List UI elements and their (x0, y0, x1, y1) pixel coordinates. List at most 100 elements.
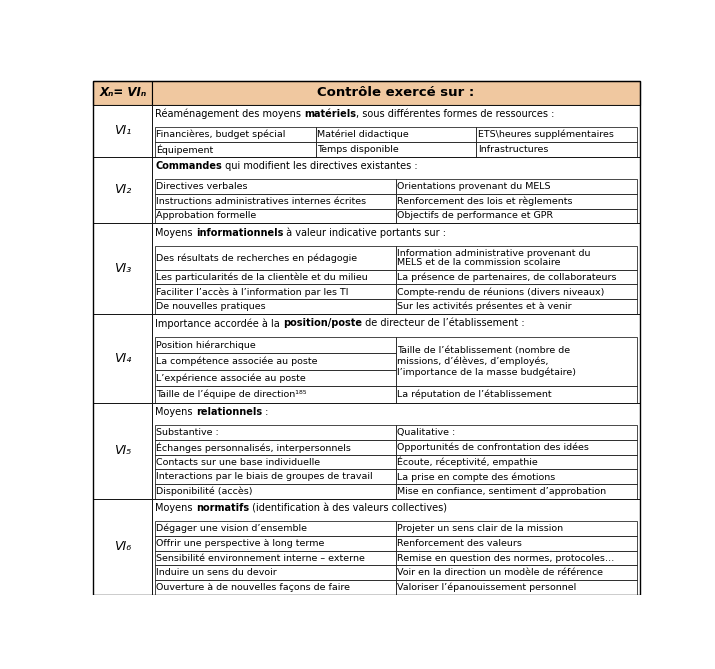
Bar (154, 353, 396, 370)
Text: Approbation formelle: Approbation formelle (157, 211, 257, 221)
Text: Sensibilité environnement interne – externe: Sensibilité environnement interne – exte… (157, 553, 365, 563)
Text: Commandes: Commandes (155, 161, 222, 171)
Text: à valeur indicative portants sur :: à valeur indicative portants sur : (283, 227, 446, 238)
Text: Information administrative provenant du: Information administrative provenant du (398, 249, 591, 258)
Text: Induire un sens du devoir: Induire un sens du devoir (157, 568, 277, 577)
Text: normatifs: normatifs (196, 503, 249, 513)
Text: Infrastructures: Infrastructures (478, 145, 548, 154)
Bar (154, 440, 396, 455)
Bar (396, 440, 637, 455)
Bar (152, 498, 640, 595)
Bar (396, 299, 637, 314)
Bar (396, 536, 637, 551)
Bar (154, 470, 396, 484)
Bar (396, 284, 637, 299)
Text: Matériel didactique: Matériel didactique (317, 130, 409, 139)
Bar (396, 470, 637, 484)
Bar (154, 370, 396, 386)
Bar (93, 498, 152, 595)
Text: relationnels: relationnels (196, 407, 262, 417)
Text: Taille de l’établissement (nombre de
missions, d’élèves, d’employés,
l’importanc: Taille de l’établissement (nombre de mis… (398, 346, 576, 377)
Bar (154, 580, 396, 595)
Text: MELS et de la commission scolaire: MELS et de la commission scolaire (398, 258, 561, 268)
Text: Ouverture à de nouvelles façons de faire: Ouverture à de nouvelles façons de faire (157, 583, 350, 592)
Text: Équipement: Équipement (157, 144, 214, 155)
Text: Réaménagement des moyens: Réaménagement des moyens (155, 109, 305, 119)
Text: Voir en la direction un modèle de référence: Voir en la direction un modèle de référe… (398, 568, 603, 577)
Text: Projeter un sens clair de la mission: Projeter un sens clair de la mission (398, 524, 563, 533)
Bar (396, 179, 637, 194)
Text: La réputation de l’établissement: La réputation de l’établissement (398, 390, 552, 399)
Text: Offrir une perspective à long terme: Offrir une perspective à long terme (157, 539, 325, 548)
Text: Opportunités de confrontation des idées: Opportunités de confrontation des idées (398, 443, 589, 452)
Bar (154, 194, 396, 209)
Bar (152, 403, 640, 498)
Text: VI₄: VI₄ (114, 352, 132, 365)
Bar (396, 386, 637, 403)
Text: informationnels: informationnels (196, 227, 283, 237)
Text: Renforcement des lois et règlements: Renforcement des lois et règlements (398, 197, 573, 206)
Text: position/poste: position/poste (283, 318, 363, 328)
Text: Qualitative :: Qualitative : (398, 428, 455, 438)
Text: Faciliter l’accès à l’information par les TI: Faciliter l’accès à l’information par le… (157, 287, 349, 296)
Bar (396, 270, 637, 284)
Text: Sur les activités présentes et à venir: Sur les activités présentes et à venir (398, 302, 572, 311)
Bar (396, 565, 637, 580)
Text: Temps disponible: Temps disponible (317, 145, 399, 154)
Bar (93, 314, 152, 403)
Bar (93, 81, 152, 104)
Text: L’expérience associée au poste: L’expérience associée au poste (157, 373, 306, 383)
Bar (154, 455, 396, 470)
Text: Interactions par le biais de groupes de travail: Interactions par le biais de groupes de … (157, 472, 373, 481)
Text: VI₁: VI₁ (114, 124, 132, 137)
Bar (154, 536, 396, 551)
Bar (152, 81, 640, 104)
Bar (154, 246, 396, 270)
Text: Des résultats de recherches en pédagogie: Des résultats de recherches en pédagogie (157, 253, 358, 262)
Text: Moyens: Moyens (155, 503, 196, 513)
Bar (154, 386, 396, 403)
Bar (93, 104, 152, 157)
Bar (93, 157, 152, 223)
Bar (154, 209, 396, 223)
Bar (396, 551, 637, 565)
Bar (396, 246, 637, 270)
Text: de directeur de l’établissement :: de directeur de l’établissement : (363, 318, 525, 328)
Text: Moyens: Moyens (155, 227, 196, 237)
Text: La prise en compte des émotions: La prise en compte des émotions (398, 472, 556, 482)
Bar (396, 194, 637, 209)
Text: La présence de partenaires, de collaborateurs: La présence de partenaires, de collabora… (398, 272, 617, 282)
Text: Écoute, réceptivité, empathie: Écoute, réceptivité, empathie (398, 457, 538, 468)
Text: ETS\heures supplémentaires: ETS\heures supplémentaires (478, 130, 613, 139)
Bar (154, 484, 396, 498)
Text: Échanges personnalisés, interpersonnels: Échanges personnalisés, interpersonnels (157, 442, 351, 453)
Bar (152, 223, 640, 314)
Text: Contacts sur une base individuelle: Contacts sur une base individuelle (157, 458, 320, 466)
Text: Directives verbales: Directives verbales (157, 182, 248, 191)
Bar (152, 157, 640, 223)
Text: , sous différentes formes de ressources :: , sous différentes formes de ressources … (357, 109, 555, 119)
Bar (396, 484, 637, 498)
Bar (476, 127, 637, 142)
Bar (315, 127, 476, 142)
Text: Position hiérarchique: Position hiérarchique (157, 340, 256, 350)
Bar (152, 314, 640, 403)
Text: VI₆: VI₆ (114, 540, 132, 553)
Text: Contrôle exercé sur :: Contrôle exercé sur : (317, 86, 475, 100)
Bar (315, 142, 476, 157)
Bar (154, 565, 396, 580)
Text: VI₅: VI₅ (114, 444, 132, 458)
Bar (154, 425, 396, 440)
Text: Moyens: Moyens (155, 407, 196, 417)
Text: Mise en confiance, sentiment d’approbation: Mise en confiance, sentiment d’approbati… (398, 487, 606, 496)
Text: Remise en question des normes, protocoles…: Remise en question des normes, protocole… (398, 553, 615, 563)
Bar (152, 104, 640, 157)
Bar (396, 580, 637, 595)
Bar (154, 551, 396, 565)
Bar (154, 127, 315, 142)
Text: De nouvelles pratiques: De nouvelles pratiques (157, 302, 266, 311)
Text: Xₙ= VIₙ: Xₙ= VIₙ (99, 86, 147, 100)
Text: Dégager une vision d’ensemble: Dégager une vision d’ensemble (157, 524, 307, 533)
Text: Disponibilité (accès): Disponibilité (accès) (157, 486, 253, 496)
Text: Financières, budget spécial: Financières, budget spécial (157, 130, 286, 139)
